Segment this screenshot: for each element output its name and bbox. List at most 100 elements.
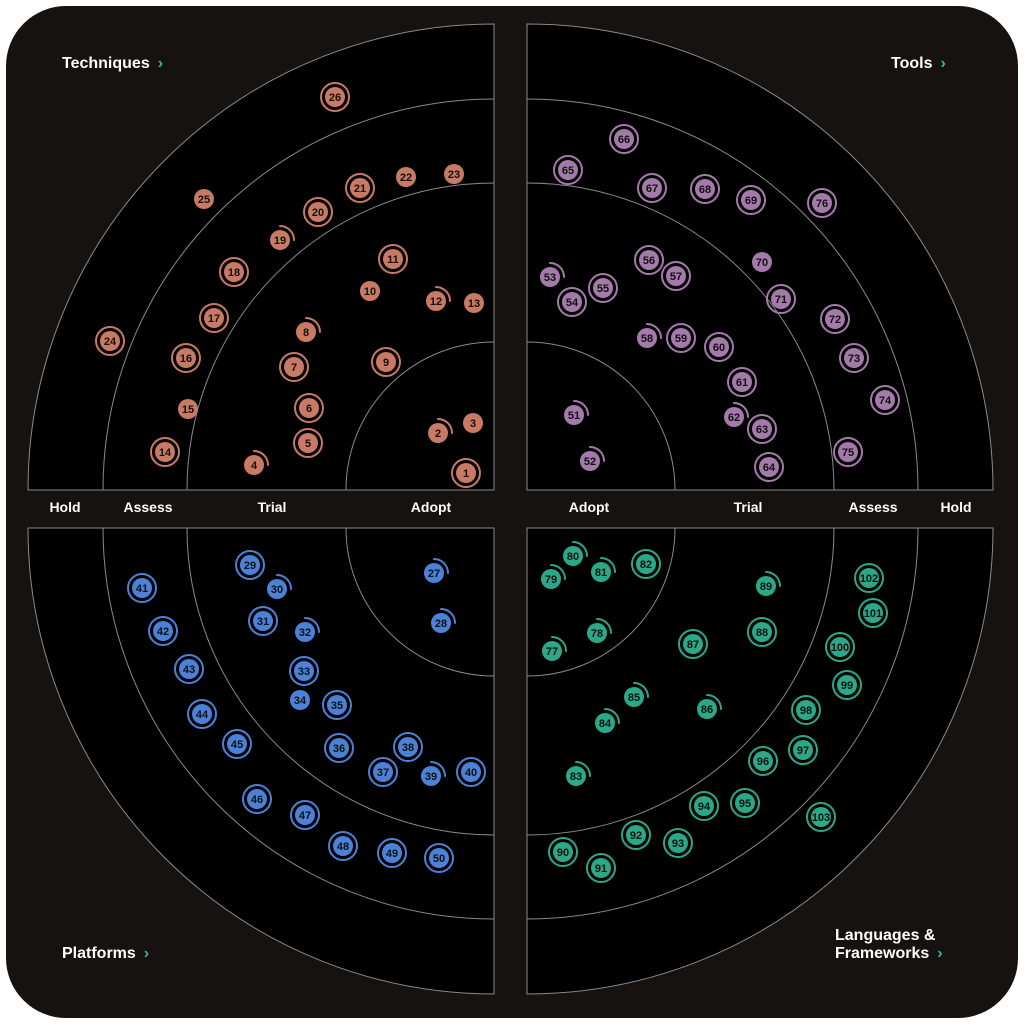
blip-5[interactable]: 5 bbox=[293, 428, 323, 458]
quadrant-title-techniques[interactable]: Techniques › bbox=[62, 55, 163, 73]
blip-34[interactable]: 34 bbox=[290, 690, 310, 710]
blip-89[interactable]: 89 bbox=[756, 571, 781, 596]
blip-43[interactable]: 43 bbox=[174, 654, 204, 684]
blip-36[interactable]: 36 bbox=[324, 733, 354, 763]
blip-70[interactable]: 70 bbox=[752, 252, 772, 272]
blip-50[interactable]: 50 bbox=[424, 843, 454, 873]
blip-94[interactable]: 94 bbox=[689, 791, 719, 821]
blip-74[interactable]: 74 bbox=[870, 385, 900, 415]
blip-46[interactable]: 46 bbox=[242, 784, 272, 814]
blip-18[interactable]: 18 bbox=[219, 257, 249, 287]
blip-62[interactable]: 62 bbox=[724, 402, 749, 427]
blip-16[interactable]: 16 bbox=[171, 343, 201, 373]
blip-19[interactable]: 19 bbox=[270, 225, 295, 250]
blip-61[interactable]: 61 bbox=[727, 367, 757, 397]
blip-9[interactable]: 9 bbox=[371, 347, 401, 377]
blip-21[interactable]: 21 bbox=[345, 173, 375, 203]
blip-4[interactable]: 4 bbox=[244, 450, 269, 475]
blip-76[interactable]: 76 bbox=[807, 188, 837, 218]
blip-45[interactable]: 45 bbox=[222, 729, 252, 759]
blip-1[interactable]: 1 bbox=[451, 458, 481, 488]
blip-7[interactable]: 7 bbox=[279, 352, 309, 382]
blip-15[interactable]: 15 bbox=[178, 399, 198, 419]
blip-31[interactable]: 31 bbox=[248, 606, 278, 636]
blip-27[interactable]: 27 bbox=[424, 558, 449, 583]
blip-66[interactable]: 66 bbox=[609, 124, 639, 154]
blip-59[interactable]: 59 bbox=[666, 323, 696, 353]
blip-102[interactable]: 102 bbox=[854, 563, 884, 593]
blip-80[interactable]: 80 bbox=[563, 541, 588, 566]
blip-10[interactable]: 10 bbox=[360, 281, 380, 301]
blip-60[interactable]: 60 bbox=[704, 332, 734, 362]
blip-88[interactable]: 88 bbox=[747, 617, 777, 647]
blip-84[interactable]: 84 bbox=[595, 708, 620, 733]
blip-25[interactable]: 25 bbox=[194, 189, 214, 209]
blip-20[interactable]: 20 bbox=[303, 197, 333, 227]
blip-40[interactable]: 40 bbox=[456, 757, 486, 787]
blip-93[interactable]: 93 bbox=[663, 828, 693, 858]
blip-83[interactable]: 83 bbox=[566, 761, 591, 786]
blip-72[interactable]: 72 bbox=[820, 304, 850, 334]
quadrant-title-languages[interactable]: Languages & Frameworks › bbox=[835, 927, 943, 963]
blip-86[interactable]: 86 bbox=[697, 694, 722, 719]
blip-52[interactable]: 52 bbox=[580, 446, 605, 471]
blip-64[interactable]: 64 bbox=[754, 452, 784, 482]
blip-79[interactable]: 79 bbox=[541, 564, 566, 589]
blip-12[interactable]: 12 bbox=[426, 286, 451, 311]
blip-67[interactable]: 67 bbox=[637, 173, 667, 203]
blip-55[interactable]: 55 bbox=[588, 273, 618, 303]
blip-63[interactable]: 63 bbox=[747, 414, 777, 444]
blip-49[interactable]: 49 bbox=[377, 838, 407, 868]
blip-38[interactable]: 38 bbox=[393, 732, 423, 762]
blip-101[interactable]: 101 bbox=[858, 598, 888, 628]
blip-2[interactable]: 2 bbox=[428, 418, 453, 443]
blip-35[interactable]: 35 bbox=[322, 690, 352, 720]
blip-3[interactable]: 3 bbox=[463, 413, 483, 433]
blip-23[interactable]: 23 bbox=[444, 164, 464, 184]
blip-29[interactable]: 29 bbox=[235, 550, 265, 580]
blip-37[interactable]: 37 bbox=[368, 757, 398, 787]
blip-71[interactable]: 71 bbox=[766, 284, 796, 314]
blip-77[interactable]: 77 bbox=[542, 636, 567, 661]
blip-33[interactable]: 33 bbox=[289, 656, 319, 686]
blip-78[interactable]: 78 bbox=[587, 618, 612, 643]
blip-17[interactable]: 17 bbox=[199, 303, 229, 333]
blip-48[interactable]: 48 bbox=[328, 831, 358, 861]
blip-13[interactable]: 13 bbox=[464, 293, 484, 313]
blip-82[interactable]: 82 bbox=[631, 549, 661, 579]
blip-68[interactable]: 68 bbox=[690, 174, 720, 204]
blip-39[interactable]: 39 bbox=[421, 761, 446, 786]
blip-51[interactable]: 51 bbox=[564, 400, 589, 425]
blip-28[interactable]: 28 bbox=[431, 608, 456, 633]
blip-98[interactable]: 98 bbox=[791, 695, 821, 725]
quadrant-title-platforms[interactable]: Platforms › bbox=[62, 945, 149, 963]
blip-57[interactable]: 57 bbox=[661, 261, 691, 291]
blip-42[interactable]: 42 bbox=[148, 616, 178, 646]
blip-11[interactable]: 11 bbox=[378, 244, 408, 274]
blip-24[interactable]: 24 bbox=[95, 326, 125, 356]
blip-6[interactable]: 6 bbox=[294, 393, 324, 423]
blip-75[interactable]: 75 bbox=[833, 437, 863, 467]
blip-44[interactable]: 44 bbox=[187, 699, 217, 729]
blip-87[interactable]: 87 bbox=[678, 629, 708, 659]
blip-56[interactable]: 56 bbox=[634, 245, 664, 275]
blip-8[interactable]: 8 bbox=[296, 317, 321, 342]
blip-65[interactable]: 65 bbox=[553, 155, 583, 185]
blip-54[interactable]: 54 bbox=[557, 287, 587, 317]
blip-32[interactable]: 32 bbox=[295, 617, 320, 642]
blip-91[interactable]: 91 bbox=[586, 853, 616, 883]
blip-85[interactable]: 85 bbox=[624, 682, 649, 707]
blip-47[interactable]: 47 bbox=[290, 800, 320, 830]
blip-41[interactable]: 41 bbox=[127, 573, 157, 603]
blip-73[interactable]: 73 bbox=[839, 343, 869, 373]
blip-81[interactable]: 81 bbox=[591, 557, 616, 582]
blip-22[interactable]: 22 bbox=[396, 167, 416, 187]
blip-30[interactable]: 30 bbox=[267, 574, 292, 599]
blip-90[interactable]: 90 bbox=[548, 837, 578, 867]
blip-103[interactable]: 103 bbox=[806, 802, 836, 832]
blip-92[interactable]: 92 bbox=[621, 820, 651, 850]
blip-95[interactable]: 95 bbox=[730, 788, 760, 818]
blip-96[interactable]: 96 bbox=[748, 746, 778, 776]
blip-97[interactable]: 97 bbox=[788, 735, 818, 765]
blip-58[interactable]: 58 bbox=[637, 323, 662, 348]
